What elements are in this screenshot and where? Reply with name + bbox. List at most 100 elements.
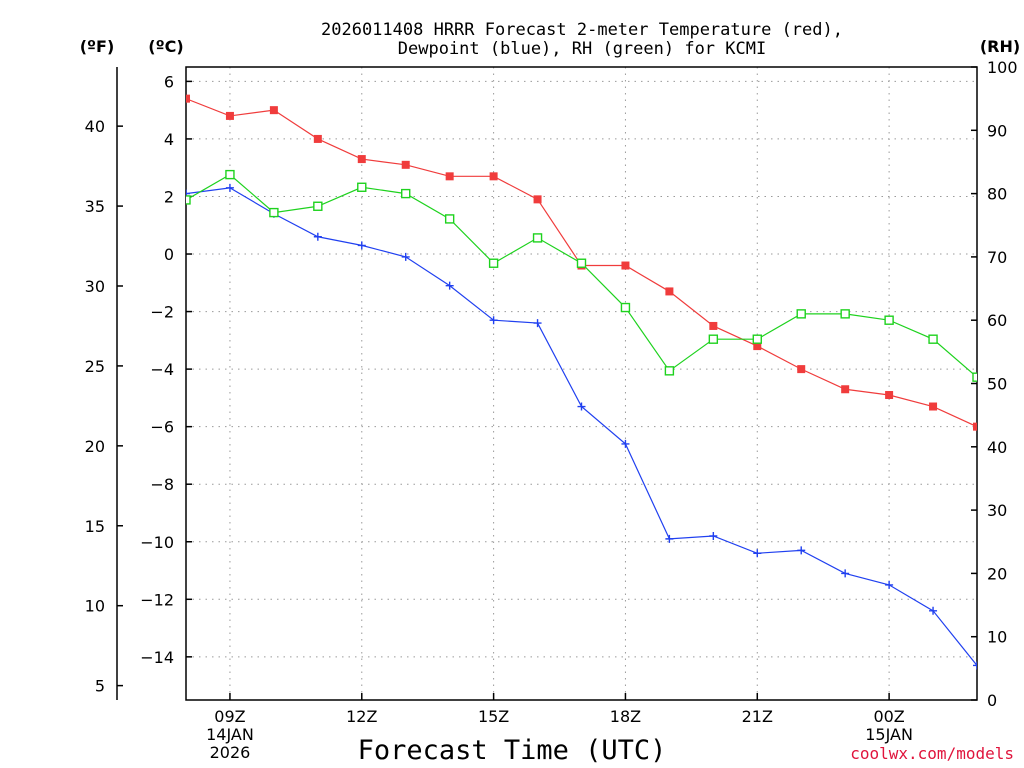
- x-tick-label: 18Z: [610, 707, 641, 726]
- celsius-axis-ticks: 6 4 2 0 −2 −4 −6 −8 −10 −12 −14: [140, 72, 192, 667]
- x-tick-label: 09Z: [214, 707, 245, 726]
- temperature-point: [401, 160, 410, 169]
- x-tick-label: 21Z: [742, 707, 773, 726]
- temperature-point: [665, 287, 674, 296]
- x-tick-label: 15Z: [478, 707, 509, 726]
- title-line-2: Dewpoint (blue), RH (green) for KCMI: [398, 39, 766, 59]
- rh-tick-label: 100: [987, 58, 1018, 77]
- chart-title: 2026011408 HRRR Forecast 2-meter Tempera…: [321, 20, 843, 59]
- temperature-point: [269, 106, 278, 115]
- x-tick-label: 12Z: [346, 707, 377, 726]
- series-dewpoint: [186, 183, 977, 670]
- dewpoint-point: [665, 534, 674, 543]
- fahrenheit-tick-label: 15: [85, 517, 105, 536]
- rh-unit-label: (RH): [980, 37, 1020, 56]
- rh-tick-label: 20: [987, 564, 1007, 583]
- dewpoint-point: [401, 252, 410, 261]
- dewpoint-point: [973, 661, 977, 670]
- rh-point: [225, 169, 235, 180]
- celsius-tick-label: −12: [140, 590, 174, 609]
- celsius-tick-label: −14: [140, 648, 174, 667]
- dewpoint-point: [445, 281, 454, 290]
- rh-tick-label: 0: [987, 691, 997, 710]
- temperature-point: [313, 134, 322, 143]
- title-line-1: 2026011408 HRRR Forecast 2-meter Tempera…: [321, 20, 843, 40]
- source-credit: coolwx.com/models: [850, 744, 1014, 763]
- dewpoint-point: [225, 183, 234, 192]
- dewpoint-point: [186, 189, 190, 198]
- temperature-point: [489, 172, 498, 181]
- rh-point: [357, 182, 367, 192]
- rh-point: [313, 201, 323, 211]
- fahrenheit-tick-label: 30: [85, 277, 105, 296]
- dewpoint-point: [885, 580, 894, 589]
- rh-point: [664, 366, 675, 376]
- temperature-point: [973, 422, 977, 431]
- rh-point: [928, 334, 938, 344]
- rh-point: [488, 258, 499, 268]
- rh-point: [401, 188, 411, 199]
- dewpoint-point: [577, 402, 586, 411]
- rh-point: [620, 302, 631, 313]
- dewpoint-point: [313, 232, 322, 241]
- temperature-point: [841, 385, 850, 394]
- temperature-point: [929, 402, 938, 411]
- rh-point: [532, 233, 543, 243]
- rh-point: [840, 309, 850, 319]
- temperature-point: [225, 111, 234, 120]
- celsius-tick-label: −10: [140, 533, 174, 552]
- x-tick-date-label: 14JAN: [206, 725, 254, 744]
- dewpoint-point: [357, 241, 366, 250]
- rh-tick-label: 50: [987, 375, 1007, 394]
- x-tick-date-label: 2026: [210, 743, 251, 762]
- dewpoint-point: [797, 546, 806, 555]
- rh-tick-label: 80: [987, 185, 1007, 204]
- rh-tick-label: 60: [987, 311, 1007, 330]
- rh-tick-label: 40: [987, 438, 1007, 457]
- dewpoint-point: [753, 549, 762, 558]
- x-axis-label: Forecast Time (UTC): [358, 735, 667, 766]
- dewpoint-point: [929, 606, 938, 615]
- rh-tick-label: 30: [987, 501, 1007, 520]
- rh-point: [752, 334, 762, 344]
- rh-point: [796, 309, 806, 319]
- dewpoint-point: [489, 316, 498, 325]
- temperature-point: [621, 261, 630, 270]
- rh-point: [708, 334, 719, 344]
- celsius-tick-label: −2: [150, 303, 174, 322]
- celsius-tick-label: −8: [150, 475, 174, 494]
- rh-point: [576, 258, 587, 268]
- dewpoint-point: [621, 439, 630, 448]
- rh-tick-label: 10: [987, 628, 1007, 647]
- rh-point: [972, 372, 977, 382]
- temperature-point: [186, 94, 190, 103]
- fahrenheit-tick-label: 35: [85, 197, 105, 216]
- celsius-unit-label: (ºC): [148, 37, 183, 56]
- temperature-point: [357, 155, 366, 164]
- celsius-tick-label: 2: [164, 187, 174, 206]
- temperature-point: [885, 391, 894, 400]
- dewpoint-point: [709, 531, 718, 540]
- fahrenheit-axis-ticks: 40 35 30 25 20 15 10 5: [85, 117, 123, 696]
- temperature-point: [445, 172, 454, 181]
- rh-point: [186, 195, 191, 205]
- temperature-point: [753, 342, 762, 351]
- celsius-tick-label: 6: [164, 72, 174, 91]
- fahrenheit-tick-label: 25: [85, 357, 105, 376]
- fahrenheit-tick-label: 40: [85, 117, 105, 136]
- fahrenheit-tick-label: 10: [85, 597, 105, 616]
- rh-tick-label: 90: [987, 121, 1007, 140]
- plot-frame: [185, 66, 978, 701]
- dewpoint-point: [533, 319, 542, 328]
- rh-tick-label: 70: [987, 248, 1007, 267]
- series-line-rh: [186, 173, 977, 378]
- temperature-point: [797, 365, 806, 374]
- fahrenheit-unit-label: (ºF): [80, 37, 115, 56]
- celsius-tick-label: 4: [164, 130, 174, 149]
- celsius-tick-label: −6: [150, 418, 174, 437]
- rh-point: [884, 315, 894, 325]
- celsius-tick-label: 0: [164, 245, 174, 264]
